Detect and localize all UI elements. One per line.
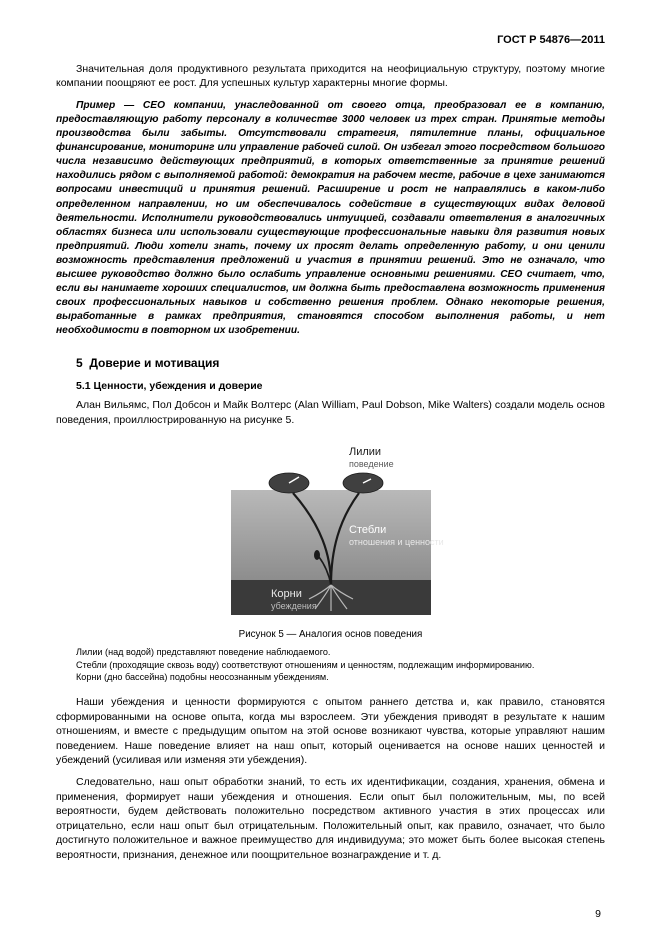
section-5-title: Доверие и мотивация (89, 356, 219, 370)
subsection-5-1-heading: 5.1 Ценности, убеждения и доверие (76, 380, 605, 392)
example-block: Пример — CEO компании, унаследованной от… (56, 99, 605, 338)
label-lilies: Лилии (349, 446, 381, 458)
subsection-5-1-text: Алан Вильямс, Пол Добсон и Майк Волтерс … (56, 398, 605, 427)
label-stems-sub: отношения и ценности (349, 537, 444, 547)
label-stems: Стебли (349, 524, 386, 536)
figure-5: Лилии поведение Стебли отношения и ценно… (56, 435, 605, 625)
figure-5-legend: Лилии (над водой) представляют поведение… (76, 646, 605, 683)
legend-line-2: Стебли (проходящие сквозь воду) соответс… (76, 659, 605, 671)
legend-line-1: Лилии (над водой) представляют поведение… (76, 646, 605, 658)
label-roots-sub: убеждения (271, 601, 317, 611)
label-roots: Корни (271, 588, 302, 600)
page-number: 9 (595, 908, 601, 920)
legend-line-3: Корни (дно бассейна) подобны неосознанны… (76, 671, 605, 683)
body-paragraph-2: Следовательно, наш опыт обработки знаний… (56, 775, 605, 862)
body-paragraph-1: Наши убеждения и ценности формируются с … (56, 695, 605, 767)
page: ГОСТ Р 54876—2011 Значительная доля прод… (0, 0, 661, 936)
figure-5-caption: Рисунок 5 — Аналогия основ поведения (56, 629, 605, 640)
section-5-number: 5 (76, 356, 83, 370)
document-header: ГОСТ Р 54876—2011 (56, 34, 605, 46)
example-text: Пример — CEO компании, унаследованной от… (56, 99, 605, 338)
intro-paragraph: Значительная доля продуктивного результа… (56, 62, 605, 91)
section-5-heading: 5 Доверие и мотивация (76, 356, 605, 370)
label-lilies-sub: поведение (349, 459, 394, 469)
lily-diagram: Лилии поведение Стебли отношения и ценно… (181, 435, 481, 625)
